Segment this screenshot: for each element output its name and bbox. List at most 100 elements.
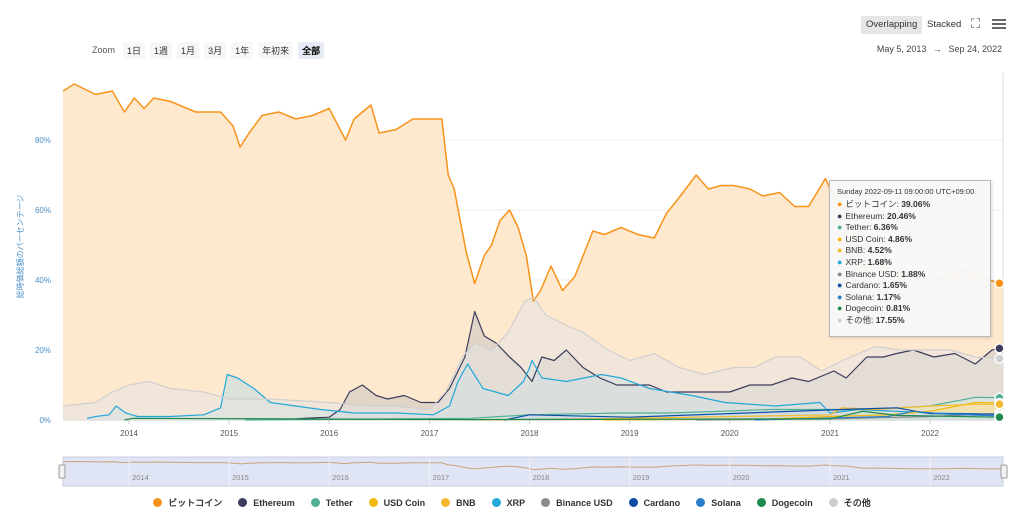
x-tick-label: 2018 xyxy=(521,429,539,438)
y-tick-label: 20% xyxy=(35,346,51,355)
legend-label: その他 xyxy=(843,498,871,508)
navigator-tick-label: 2018 xyxy=(533,473,550,482)
navigator-tick-label: 2015 xyxy=(232,473,249,482)
legend-item[interactable]: BNB xyxy=(441,496,476,509)
legend-dot-icon xyxy=(491,498,501,507)
zoom-button-3m[interactable]: 3月 xyxy=(204,41,227,59)
legend-item[interactable]: XRP xyxy=(491,496,526,509)
legend-label: XRP xyxy=(506,497,526,508)
legend-item[interactable]: Dogecoin xyxy=(756,496,813,509)
tooltip-dot-icon: ● xyxy=(837,245,843,256)
navigator-line xyxy=(62,460,1003,471)
tooltip-series-name: USD Coin xyxy=(845,233,884,244)
tooltip-series-value: 1.65% xyxy=(882,280,907,291)
tooltip-series-value: 6.36% xyxy=(873,222,898,233)
tooltip-dot-icon: ● xyxy=(837,199,843,209)
legend-label: Solana xyxy=(711,497,741,508)
tooltip-series-name: Dogecoin xyxy=(845,303,882,314)
tooltip-series-name: ビットコイン xyxy=(845,199,897,209)
hover-marker xyxy=(994,343,1005,354)
tooltip-dot-icon: ● xyxy=(837,280,843,291)
legend-label: Ethereum xyxy=(253,497,295,508)
tooltip-series-value: 0.81% xyxy=(886,303,911,314)
tooltip-row: ● Binance USD: 1.88% xyxy=(837,268,926,279)
legend-dot-icon xyxy=(368,498,378,507)
legend-label: BNB xyxy=(456,497,476,508)
zoom-button-ytd[interactable]: 年初来 xyxy=(258,41,294,59)
x-tick-label: 2022 xyxy=(921,429,939,438)
stacked-button[interactable]: Stacked xyxy=(927,19,962,30)
tooltip-row: ● Cardano: 1.65% xyxy=(837,280,907,291)
tooltip-header: Sunday 2022-09-11 09:00:00 UTC+09:00 xyxy=(837,187,975,196)
tooltip-row: ● BNB: 4.52% xyxy=(837,245,892,256)
hover-marker xyxy=(994,278,1005,289)
legend-item[interactable]: Cardano xyxy=(628,496,681,509)
tooltip-dot-icon: ● xyxy=(837,268,843,279)
legend-item[interactable]: ビットコイン xyxy=(153,496,222,509)
date-range-from[interactable]: May 5, 2013 xyxy=(876,44,927,54)
tooltip-series-name: Ethereum xyxy=(845,210,883,221)
legend-dot-icon xyxy=(696,498,706,507)
zoom-bar: Zoom 1日 1週 1月 3月 1年 年初来 全部 xyxy=(92,41,329,59)
zoom-label: Zoom xyxy=(92,45,116,55)
date-range-to[interactable]: Sep 24, 2022 xyxy=(948,44,1002,54)
legend-item[interactable]: Tether xyxy=(310,496,353,509)
series-line xyxy=(479,403,1004,421)
x-tick-label: 2015 xyxy=(220,429,238,438)
tooltip-dot-icon: ● xyxy=(837,222,843,233)
tooltip-row: ● Solana: 1.17% xyxy=(837,291,901,302)
zoom-button-1w[interactable]: 1週 xyxy=(150,41,173,59)
hover-marker xyxy=(994,353,1005,364)
zoom-button-1y[interactable]: 1年 xyxy=(231,41,254,59)
series-area xyxy=(63,84,1003,420)
x-tick-label: 2019 xyxy=(621,429,639,438)
navigator-tick-label: 2014 xyxy=(132,473,149,482)
legend-item[interactable]: その他 xyxy=(828,496,871,509)
legend-item[interactable]: Ethereum xyxy=(238,496,295,509)
legend-dot-icon xyxy=(153,498,163,507)
legend-label: Tether xyxy=(325,497,353,508)
menu-icon[interactable] xyxy=(992,17,1006,31)
legend-item[interactable]: Binance USD xyxy=(541,496,613,509)
tooltip-series-value: 1.88% xyxy=(901,268,926,279)
legend-label: USD Coin xyxy=(383,497,426,508)
chart-legend: ビットコイン Ethereum Tether USD Coin BNB XRP Binanc… xyxy=(0,496,1024,509)
tooltip-series-value: 20.46% xyxy=(887,210,916,221)
legend-item[interactable]: Solana xyxy=(696,496,741,509)
tooltip-row: ● USD Coin: 4.86% xyxy=(837,233,913,244)
series-line xyxy=(124,410,1003,421)
navigator[interactable]: 2014 2015 2016 2017 2018 2019 2020 2021 2022 xyxy=(58,456,1008,487)
fullscreen-icon[interactable]: ⛶ xyxy=(971,16,981,31)
series-line xyxy=(62,83,1004,302)
navigator-tick-label: 2019 xyxy=(633,473,650,482)
zoom-button-all[interactable]: 全部 xyxy=(298,41,325,59)
x-tick-label: 2021 xyxy=(821,429,839,438)
zoom-button-1m[interactable]: 1月 xyxy=(177,41,200,59)
legend-dot-icon xyxy=(238,498,248,507)
series-line xyxy=(62,296,1004,411)
legend-label: Dogecoin xyxy=(771,497,813,508)
tooltip-series-value: 17.55% xyxy=(875,314,905,325)
x-tick-label: 2017 xyxy=(421,429,439,438)
tooltip-series-value: 39.06% xyxy=(901,199,931,209)
series-area xyxy=(63,297,1003,420)
overlapping-button[interactable]: Overlapping xyxy=(861,16,923,34)
series-line xyxy=(288,310,1004,420)
legend-item[interactable]: USD Coin xyxy=(368,496,426,509)
tooltip-series-name: その他 xyxy=(845,314,871,325)
zoom-button-1d[interactable]: 1日 xyxy=(123,41,146,59)
legend-dot-icon xyxy=(828,498,838,507)
series-line xyxy=(245,396,1004,421)
legend-dot-icon xyxy=(441,498,451,507)
tooltip-row: ● Ethereum: 20.46% xyxy=(837,210,916,221)
tooltip-dot-icon: ● xyxy=(837,256,843,267)
series-line xyxy=(86,359,1003,419)
legend-label: Cardano xyxy=(643,497,681,508)
date-range: May 5, 2013 → Sep 24, 2022 xyxy=(875,44,1004,54)
legend-label: Binance USD xyxy=(556,497,613,508)
tooltip-series-value: 1.68% xyxy=(867,256,892,267)
legend-dot-icon xyxy=(628,498,638,507)
tooltip-series-name: Cardano xyxy=(845,280,879,291)
tooltip-row: ● Tether: 6.36% xyxy=(837,222,898,233)
x-tick-label: 2014 xyxy=(120,429,138,438)
